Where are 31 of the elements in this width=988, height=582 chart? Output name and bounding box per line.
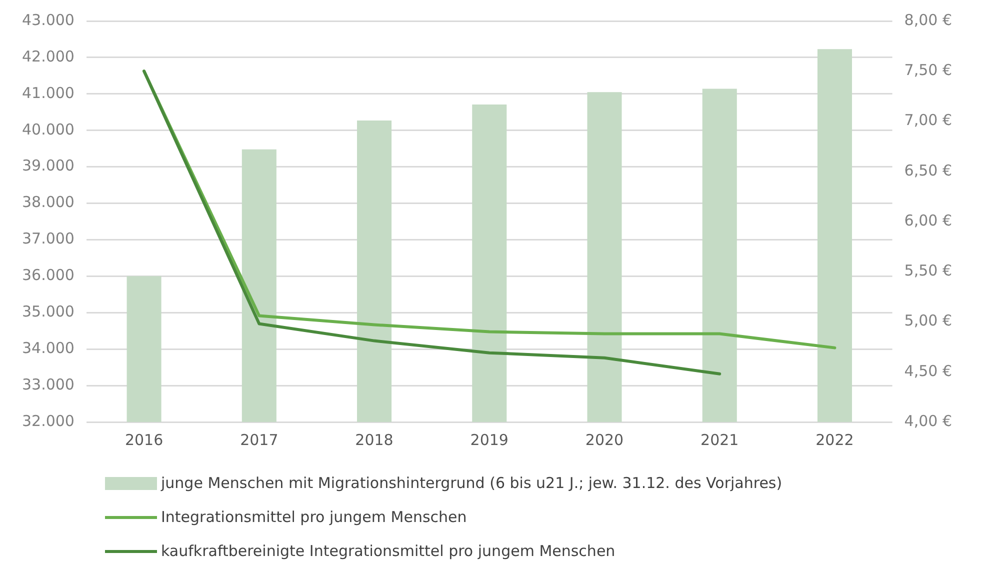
- legend-label: kaufkraftbereinigte Integrationsmittel pro jungem Menschen: [161, 542, 616, 560]
- legend-label: Integrationsmittel pro jungem Menschen: [161, 508, 467, 526]
- y-tick-label: 43.000: [22, 10, 74, 29]
- x-tick-label: 2020: [585, 430, 624, 449]
- y2-tick-label: 8,00 €: [904, 10, 952, 29]
- y2-tick-label: 6,00 €: [904, 211, 952, 230]
- y2-tick-label: 7,50 €: [904, 61, 952, 80]
- y-tick-label: 33.000: [22, 375, 74, 394]
- y2-tick-label: 5,50 €: [904, 262, 952, 280]
- y2-tick-label: 4,50 €: [904, 362, 952, 380]
- x-tick-label: 2022: [816, 430, 854, 449]
- y-tick-label: 40.000: [22, 120, 74, 138]
- y2-tick-label: 7,00 €: [904, 111, 952, 130]
- x-tick-label: 2021: [700, 430, 739, 449]
- y-tick-label: 32.000: [22, 412, 74, 430]
- x-tick-label: 2019: [470, 430, 508, 449]
- y2-tick-label: 5,00 €: [904, 312, 952, 330]
- y-tick-label: 42.000: [22, 47, 74, 66]
- y-tick-label: 41.000: [22, 84, 74, 102]
- y-tick-label: 35.000: [22, 302, 74, 321]
- y2-tick-label: 6,50 €: [904, 161, 952, 180]
- y-tick-label: 37.000: [22, 230, 74, 248]
- y-tick-label: 34.000: [22, 338, 74, 357]
- y-tick-label: 39.000: [22, 156, 74, 175]
- x-tick-label: 2018: [355, 430, 394, 449]
- y2-tick-label: 4,00 €: [904, 412, 952, 430]
- y-tick-label: 36.000: [22, 266, 74, 284]
- x-tick-label: 2017: [240, 430, 278, 449]
- y-tick-label: 38.000: [22, 193, 74, 212]
- legend-label: junge Menschen mit Migrationshintergrund (6 bis u21 J.; jew. 31.12. des Vorjahres): [161, 474, 782, 492]
- x-tick-label: 2016: [124, 430, 164, 449]
